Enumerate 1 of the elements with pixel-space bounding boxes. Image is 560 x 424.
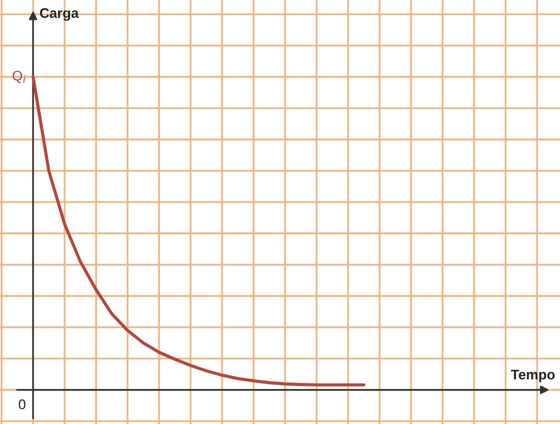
text: 0	[18, 399, 26, 410]
